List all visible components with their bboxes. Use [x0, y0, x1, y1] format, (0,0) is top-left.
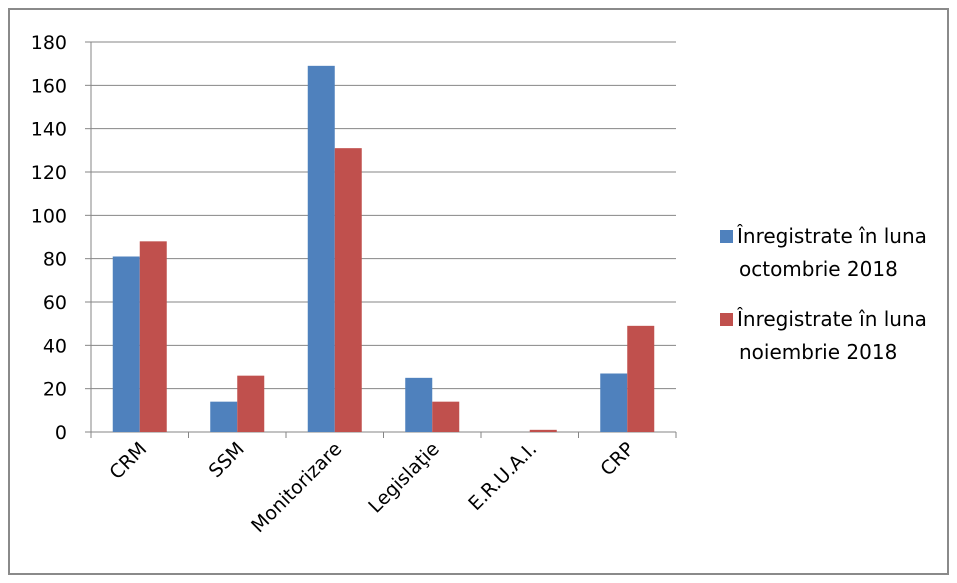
y-tick-label: 40: [43, 335, 67, 357]
x-category-label: Monitorizare: [247, 438, 346, 537]
y-tick-label: 140: [31, 119, 67, 141]
x-category-label: SSM: [205, 438, 249, 482]
x-category-label: CRM: [105, 438, 151, 484]
legend-swatch: [720, 230, 733, 243]
legend-label: Înregistrate în luna: [736, 224, 927, 248]
bar-octombrie: [600, 373, 628, 432]
y-tick-label: 20: [43, 379, 67, 401]
legend-label: noiembrie 2018: [739, 340, 897, 364]
bar-noiembrie: [529, 429, 557, 432]
bar-noiembrie: [432, 401, 460, 432]
y-tick-label: 80: [43, 249, 67, 271]
bar-noiembrie: [627, 325, 655, 432]
y-tick-label: 120: [31, 162, 67, 184]
x-category-label: CRP: [596, 438, 638, 480]
y-tick-label: 100: [31, 205, 67, 227]
bar-octombrie: [112, 256, 140, 432]
bar-octombrie: [405, 377, 433, 432]
bar-octombrie: [210, 401, 238, 432]
bar-noiembrie: [334, 148, 362, 432]
y-tick-label: 160: [31, 75, 67, 97]
bar-octombrie: [307, 65, 335, 432]
x-category-label: Legislaţie: [364, 438, 444, 518]
bar-noiembrie: [139, 241, 167, 432]
legend-label: octombrie 2018: [739, 257, 898, 281]
legend-label: Înregistrate în luna: [736, 307, 927, 331]
y-tick-label: 0: [55, 422, 67, 444]
legend-swatch: [720, 313, 733, 326]
bar-noiembrie: [237, 375, 265, 432]
y-tick-label: 180: [31, 32, 67, 54]
x-category-label: E.R.U.A.I.: [464, 438, 541, 515]
y-tick-label: 60: [43, 292, 67, 314]
